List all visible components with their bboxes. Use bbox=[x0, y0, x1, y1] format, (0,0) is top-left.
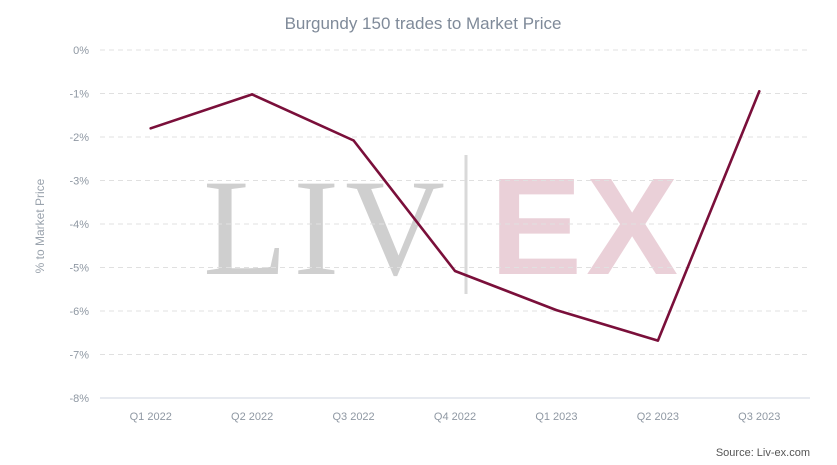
y-tick-label: -6% bbox=[69, 306, 89, 318]
x-tick-label: Q4 2022 bbox=[434, 411, 476, 423]
chart-title: Burgundy 150 trades to Market Price bbox=[285, 14, 562, 33]
y-axis-ticks: 0% -1% -2% -3% -4% -5% -6% -7% -8% bbox=[69, 45, 89, 405]
x-axis-ticks: Q1 2022 Q2 2022 Q3 2022 Q4 2022 Q1 2023 Q2 20… bbox=[130, 411, 781, 423]
gridlines bbox=[100, 49, 810, 355]
source-note: Source: Liv-ex.com bbox=[716, 447, 810, 459]
y-tick-label: -1% bbox=[69, 89, 89, 101]
series-group bbox=[149, 90, 761, 342]
y-tick-label: -4% bbox=[69, 219, 89, 231]
x-tick-label: Q2 2022 bbox=[231, 411, 273, 423]
x-tick-label: Q3 2023 bbox=[738, 411, 780, 423]
watermark-liv-text: LIV bbox=[203, 151, 451, 304]
y-tick-label: -7% bbox=[69, 350, 89, 362]
y-tick-label: -3% bbox=[69, 176, 89, 188]
x-tick-label: Q3 2022 bbox=[332, 411, 374, 423]
x-tick-label: Q1 2022 bbox=[130, 411, 172, 423]
y-axis-label: % to Market Price bbox=[33, 178, 47, 273]
data-point bbox=[352, 139, 355, 142]
data-point bbox=[758, 90, 761, 93]
x-tick-label: Q2 2023 bbox=[637, 411, 679, 423]
data-point bbox=[453, 269, 457, 273]
data-point bbox=[250, 93, 254, 96]
data-point bbox=[555, 308, 558, 312]
y-tick-label: -8% bbox=[69, 393, 89, 405]
liv-ex-watermark: LIV EX bbox=[203, 150, 682, 304]
data-point bbox=[656, 339, 660, 342]
y-tick-label: 0% bbox=[73, 45, 89, 57]
watermark-ex-text: EX bbox=[490, 150, 682, 304]
data-point bbox=[149, 127, 152, 130]
y-tick-label: -5% bbox=[69, 263, 89, 275]
x-tick-label: Q1 2023 bbox=[535, 411, 577, 423]
y-tick-label: -2% bbox=[69, 132, 89, 144]
